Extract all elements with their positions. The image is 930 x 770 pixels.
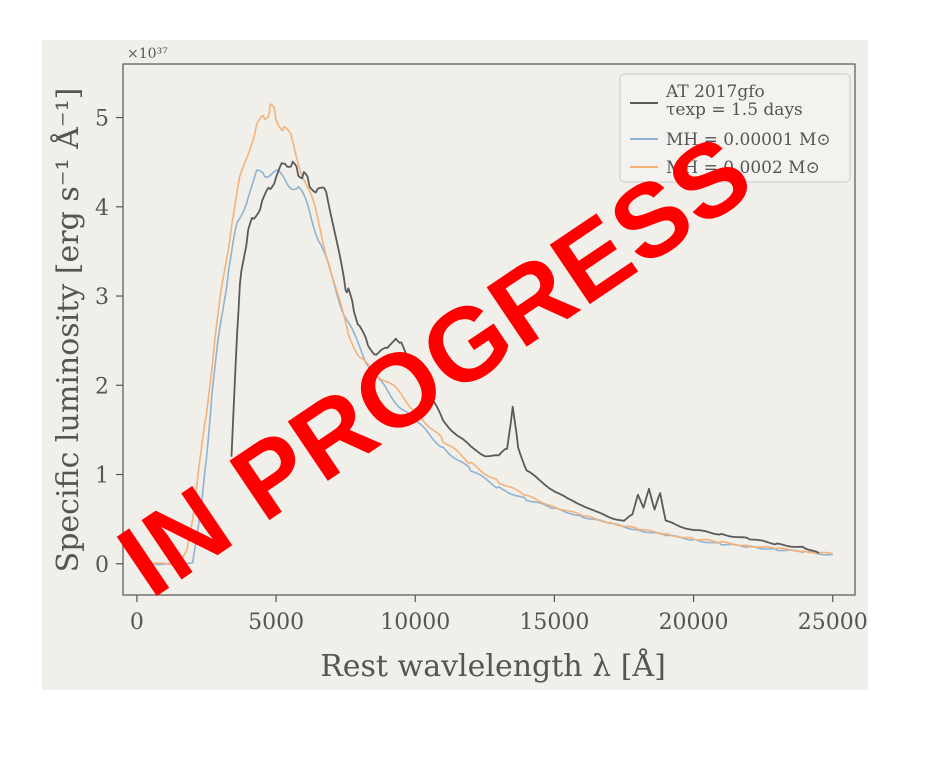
y-tick-label: 3 [95, 285, 109, 310]
x-tick-label: 10000 [380, 610, 450, 635]
y-axis-title: Specific luminosity [erg s⁻¹ Å⁻¹] [50, 88, 86, 573]
x-tick-label: 25000 [798, 610, 868, 635]
legend-label-mh-high: MH = 0.0002 M⊙ [666, 158, 820, 178]
y-tick-label: 2 [95, 374, 109, 399]
legend-label-at2017gfo: AT 2017gfo [665, 82, 765, 102]
x-tick-label: 20000 [659, 610, 729, 635]
plot-area [122, 63, 856, 596]
series-line-0 [230, 160, 820, 554]
x-tick-label: 0 [130, 610, 144, 635]
x-axis-title: Rest wavlelength λ [Å] [320, 648, 666, 684]
series-line-2 [150, 103, 833, 566]
legend-label-at2017gfo-line2: τexp = 1.5 days [666, 100, 803, 120]
y-exponent-label: ×10³⁷ [127, 46, 168, 62]
y-tick-label: 1 [95, 464, 109, 489]
x-tick-label: 15000 [519, 610, 589, 635]
x-tick-label: 5000 [248, 610, 304, 635]
series-layer [150, 103, 833, 566]
y-tick-label: 4 [95, 196, 109, 221]
y-tick-label: 0 [95, 553, 109, 578]
legend: AT 2017gfo τexp = 1.5 days MH = 0.00001 … [619, 73, 851, 183]
axis-ticks: 0 5000 10000 15000 20000 25000 0 1 2 3 4 5 [95, 107, 868, 635]
y-tick-label: 5 [95, 107, 109, 132]
legend-box [619, 73, 851, 183]
legend-label-mh-low: MH = 0.00001 M⊙ [666, 130, 831, 150]
